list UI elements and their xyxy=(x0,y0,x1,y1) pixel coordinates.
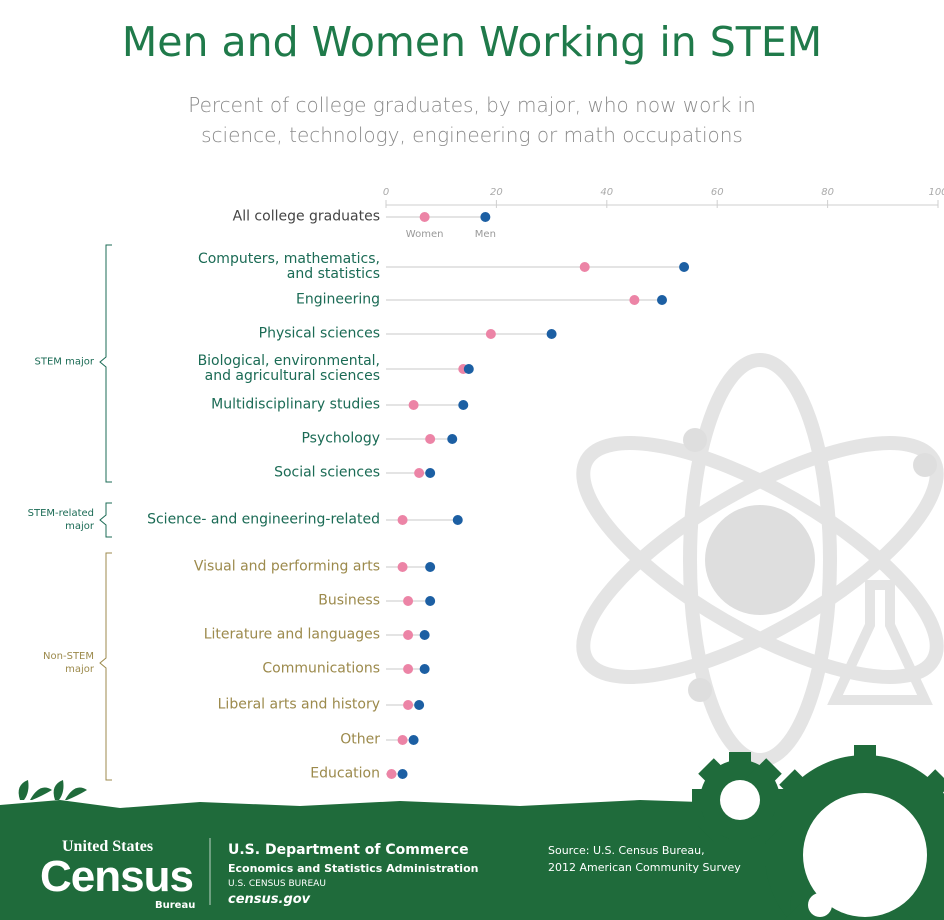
dot xyxy=(547,329,557,339)
category-label: Social sciences xyxy=(0,466,380,481)
x-tick-label: 60 xyxy=(711,187,724,198)
category-label: Physical sciences xyxy=(0,327,380,342)
dot xyxy=(403,630,413,640)
dot xyxy=(420,212,430,222)
chart-title: Men and Women Working in STEM xyxy=(0,18,944,66)
dot xyxy=(447,434,457,444)
dot xyxy=(398,769,408,779)
x-tick-label: 40 xyxy=(600,187,613,198)
dot xyxy=(425,562,435,572)
group-label: Non-STEM major xyxy=(0,650,94,676)
dot xyxy=(425,596,435,606)
logo-main: Census xyxy=(40,852,193,902)
category-label: Liberal arts and history xyxy=(0,698,380,713)
category-label: Education xyxy=(0,767,380,782)
category-label: Engineering xyxy=(0,293,380,308)
category-label: All college graduates xyxy=(0,210,380,225)
dot xyxy=(403,664,413,674)
category-label: Multidisciplinary studies xyxy=(0,398,380,413)
dot xyxy=(453,515,463,525)
bureau: U.S. CENSUS BUREAU xyxy=(228,879,326,889)
dot xyxy=(387,769,397,779)
dot xyxy=(409,735,419,745)
group-label: STEM major xyxy=(0,356,94,369)
infographic: 0 20 40 60 80 100 Women Men Men and Women Worki… xyxy=(0,0,944,920)
legend-label: Men xyxy=(475,229,496,240)
group-label: STEM-related major xyxy=(0,507,94,533)
chart-subtitle: Percent of college graduates, by major, … xyxy=(0,90,944,150)
dot xyxy=(629,295,639,305)
source: Source: U.S. Census Bureau, 2012 America… xyxy=(548,842,741,876)
administration: Economics and Statistics Administration xyxy=(228,862,478,875)
dot xyxy=(425,434,435,444)
atom-decoration xyxy=(552,360,944,760)
department: U.S. Department of Commerce xyxy=(228,842,469,858)
x-tick-label: 100 xyxy=(928,187,944,198)
category-label: Other xyxy=(0,733,380,748)
dot xyxy=(409,400,419,410)
website: census.gov xyxy=(228,892,310,907)
dot xyxy=(420,630,430,640)
category-label: Psychology xyxy=(0,432,380,447)
dot xyxy=(464,364,474,374)
category-label: Literature and languages xyxy=(0,628,380,643)
dot xyxy=(486,329,496,339)
dot xyxy=(679,262,689,272)
dot xyxy=(420,664,430,674)
dot xyxy=(425,468,435,478)
category-label: Computers, mathematics, and statistics xyxy=(0,252,380,282)
logo-bottom: Bureau xyxy=(155,900,195,911)
x-tick-label: 0 xyxy=(383,187,389,198)
category-label: Visual and performing arts xyxy=(0,560,380,575)
dot xyxy=(398,562,408,572)
x-tick-label: 20 xyxy=(490,187,503,198)
dot xyxy=(398,735,408,745)
dot xyxy=(403,700,413,710)
dot xyxy=(414,468,424,478)
dot xyxy=(398,515,408,525)
category-label: Business xyxy=(0,594,380,609)
x-tick-label: 80 xyxy=(821,187,834,198)
legend-label: Women xyxy=(406,229,444,240)
dot xyxy=(458,400,468,410)
dot xyxy=(414,700,424,710)
dot xyxy=(480,212,490,222)
dot xyxy=(657,295,667,305)
dot xyxy=(403,596,413,606)
dot xyxy=(580,262,590,272)
